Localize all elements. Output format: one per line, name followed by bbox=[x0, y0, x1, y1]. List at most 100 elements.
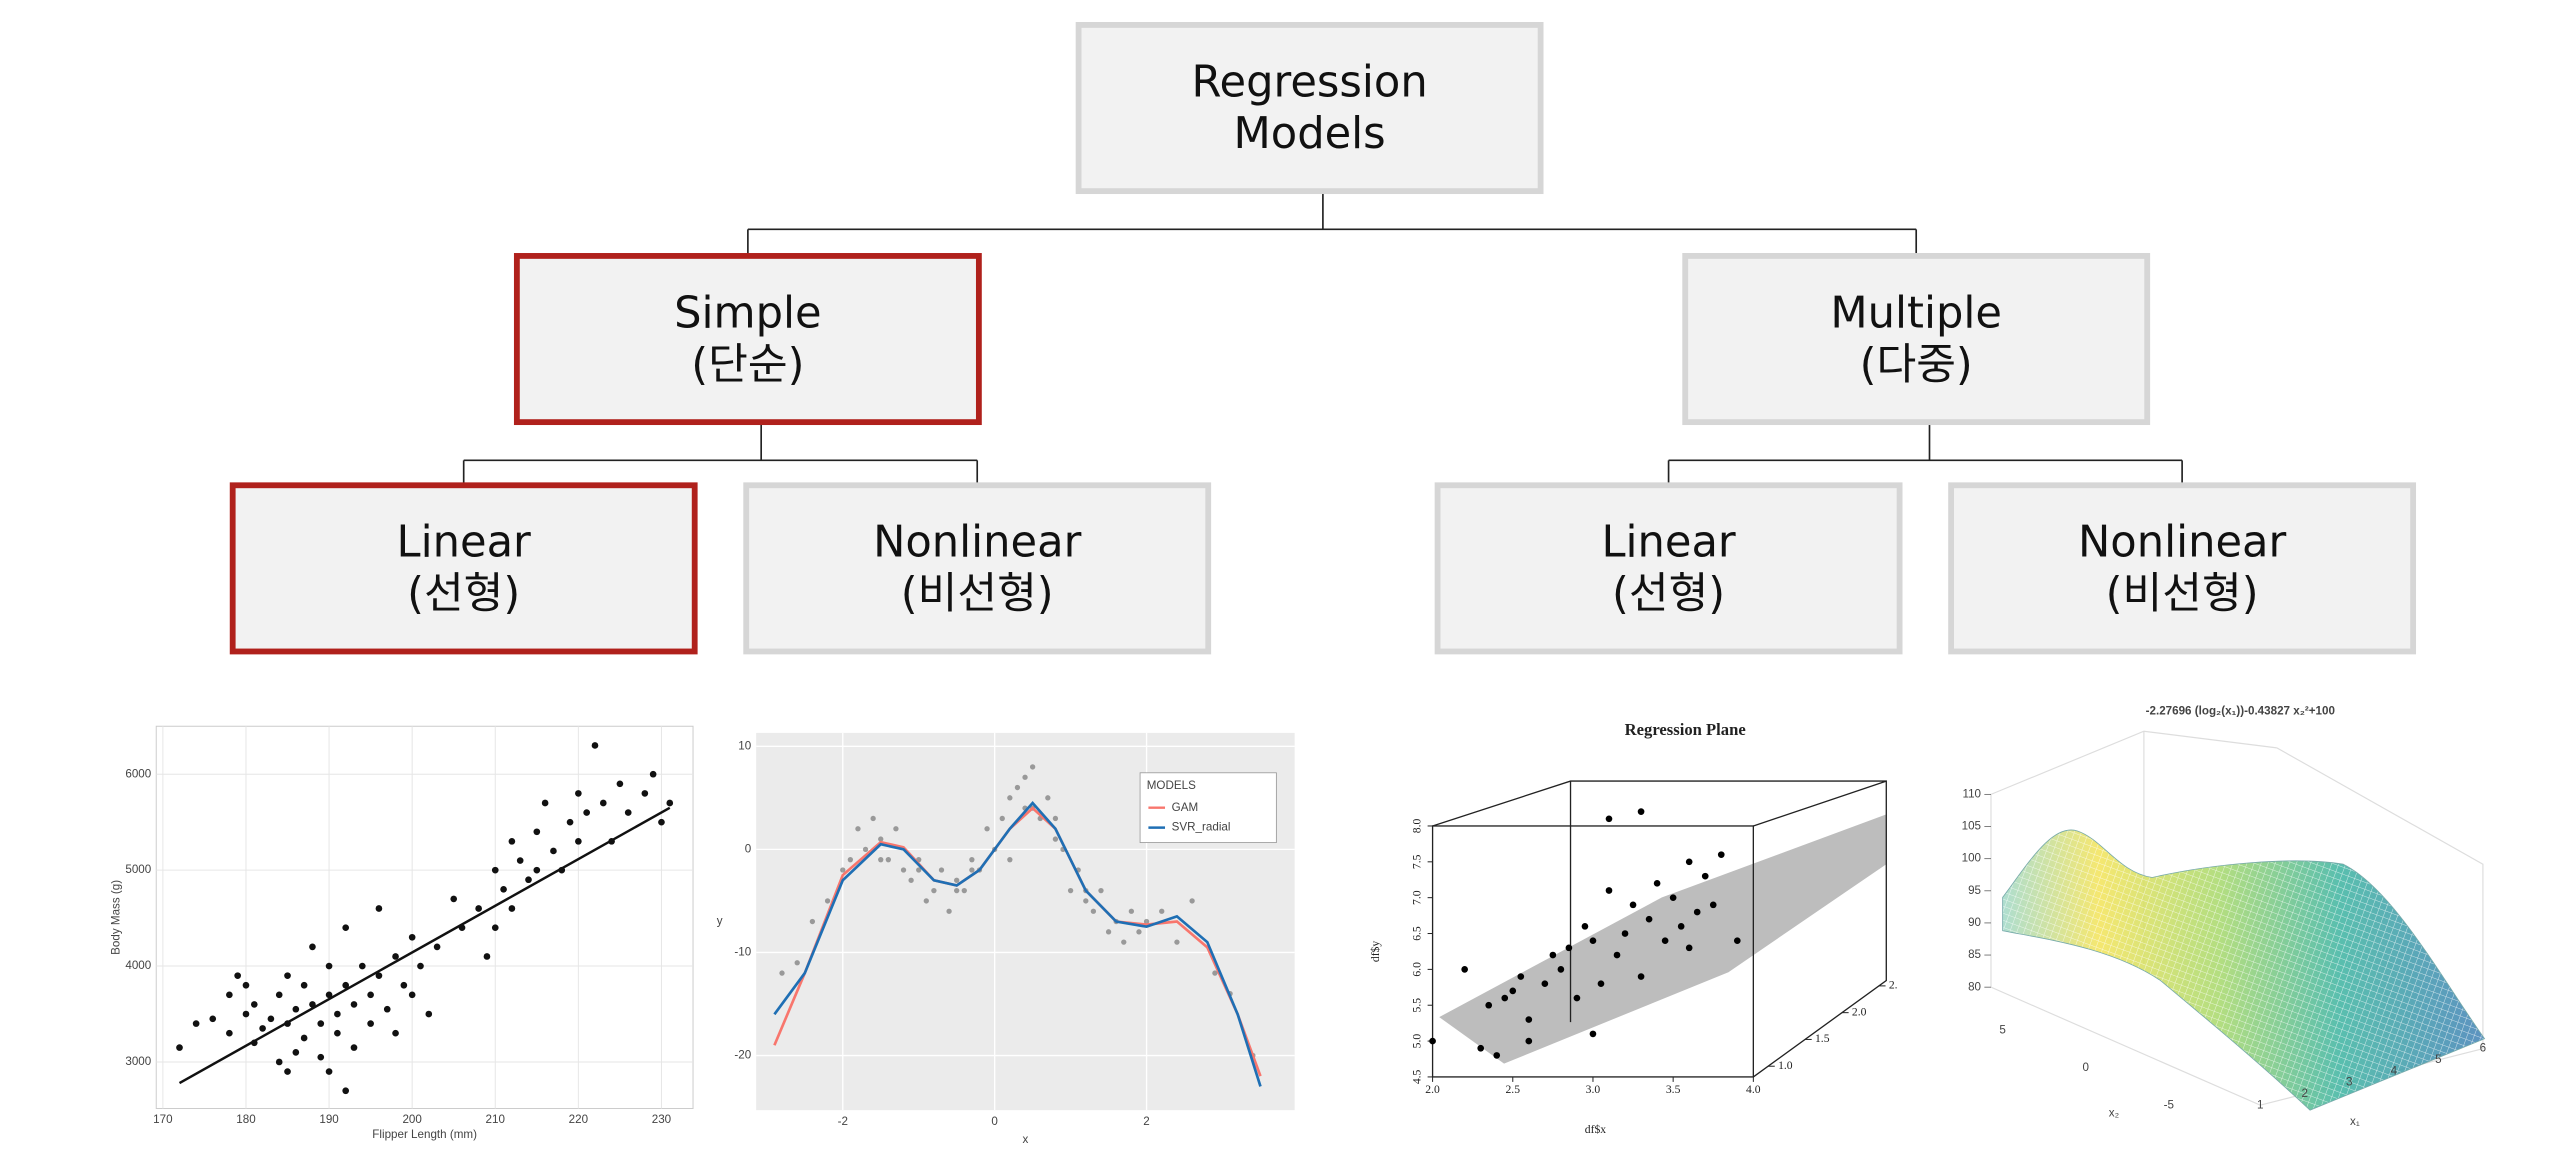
y-tick-label: 8.0 bbox=[1410, 819, 1423, 834]
point bbox=[1477, 1044, 1485, 1052]
point bbox=[209, 1015, 217, 1023]
point bbox=[1605, 887, 1613, 894]
connector bbox=[1667, 420, 2183, 486]
y-axis-label: Body Mass (g) bbox=[109, 880, 122, 955]
point bbox=[400, 981, 408, 989]
point bbox=[885, 857, 891, 863]
point bbox=[1022, 774, 1028, 780]
point bbox=[794, 960, 800, 966]
y-tick-label: 4000 bbox=[125, 959, 151, 972]
point bbox=[226, 1029, 233, 1037]
point bbox=[1733, 937, 1741, 945]
point bbox=[599, 799, 607, 807]
point bbox=[242, 981, 250, 989]
point bbox=[242, 1010, 250, 1018]
point bbox=[433, 943, 441, 951]
point bbox=[1007, 795, 1013, 801]
point bbox=[317, 1053, 325, 1061]
point bbox=[350, 1001, 358, 1008]
z-tick-label: 85 bbox=[1968, 948, 1981, 961]
point bbox=[342, 924, 350, 932]
node-label: (선형) bbox=[1612, 569, 1725, 619]
point bbox=[284, 972, 291, 979]
connectors bbox=[462, 191, 2183, 486]
point bbox=[893, 826, 899, 832]
point bbox=[583, 809, 590, 816]
point bbox=[1007, 857, 1013, 863]
z-tick-label: 80 bbox=[1968, 980, 1981, 993]
node-label: (다중) bbox=[1860, 340, 1973, 390]
point bbox=[658, 818, 665, 826]
scatter-plot: 170 180 190 200 210 220 230 3000 4000 5000 6000 Fli… bbox=[109, 725, 694, 1141]
point bbox=[367, 991, 374, 999]
point bbox=[1143, 918, 1150, 925]
point bbox=[1029, 764, 1036, 770]
point bbox=[1098, 887, 1104, 894]
node-box bbox=[229, 482, 698, 655]
point bbox=[1090, 908, 1097, 914]
point bbox=[916, 867, 922, 873]
point bbox=[1693, 908, 1701, 916]
point bbox=[1509, 987, 1517, 995]
node-label: Simple bbox=[674, 288, 821, 338]
point bbox=[824, 898, 831, 904]
node: Nonlinear(비선형) bbox=[743, 482, 1212, 655]
z-tick-label: 105 bbox=[1962, 820, 1981, 833]
z-tick-label: 2.0 bbox=[1852, 1005, 1867, 1018]
point bbox=[334, 1029, 341, 1037]
point bbox=[809, 918, 816, 925]
x-tick-label: 5 bbox=[2435, 1053, 2441, 1066]
point bbox=[624, 809, 632, 816]
legend: MODELS GAM SVR_radial bbox=[1139, 772, 1277, 844]
point bbox=[855, 826, 861, 832]
point bbox=[1493, 1052, 1501, 1059]
point bbox=[259, 1025, 266, 1032]
x-tick-label: 6 bbox=[2480, 1042, 2486, 1055]
point bbox=[342, 981, 350, 989]
point bbox=[234, 972, 241, 979]
point bbox=[566, 818, 574, 826]
node-label: Nonlinear bbox=[2078, 518, 2287, 568]
point bbox=[250, 1001, 258, 1008]
point bbox=[533, 866, 541, 874]
point bbox=[961, 887, 967, 894]
point bbox=[334, 1010, 341, 1018]
x-tick-label: 4.0 bbox=[1746, 1083, 1761, 1096]
point bbox=[1709, 901, 1717, 909]
point bbox=[616, 780, 624, 788]
x-tick-label: 180 bbox=[236, 1113, 256, 1126]
point bbox=[1159, 908, 1165, 914]
point bbox=[500, 885, 507, 893]
y-tick-label: 5.5 bbox=[1410, 998, 1423, 1013]
y-tick-label: 5000 bbox=[125, 863, 151, 876]
point bbox=[450, 895, 458, 903]
fit-line bbox=[178, 806, 671, 1085]
model-line bbox=[773, 806, 1262, 1077]
legend-title: MODELS bbox=[1147, 779, 1196, 792]
point bbox=[900, 867, 907, 873]
y-tick-label: 6.5 bbox=[1410, 926, 1423, 941]
point bbox=[1052, 836, 1059, 842]
point bbox=[999, 815, 1005, 822]
point bbox=[984, 826, 990, 832]
point bbox=[1613, 951, 1621, 959]
point bbox=[383, 1005, 391, 1013]
point bbox=[508, 838, 516, 845]
z-tick-label: 1.5 bbox=[1815, 1032, 1830, 1045]
x-axis-label: x bbox=[1023, 1133, 1029, 1146]
point bbox=[192, 1020, 200, 1027]
z-tick-label: 110 bbox=[1962, 787, 1981, 800]
point bbox=[1717, 851, 1725, 858]
point bbox=[1597, 980, 1605, 988]
chart-title: -2.27696 (log₂(x₁))-0.43827 x₂²+100 bbox=[2146, 704, 2335, 717]
point bbox=[275, 991, 283, 999]
point bbox=[491, 866, 499, 874]
point bbox=[954, 887, 960, 894]
point bbox=[1565, 944, 1573, 952]
point bbox=[267, 1015, 275, 1023]
point bbox=[284, 1068, 291, 1075]
point bbox=[275, 1058, 283, 1066]
y-tick-label: 4.5 bbox=[1410, 1069, 1423, 1084]
